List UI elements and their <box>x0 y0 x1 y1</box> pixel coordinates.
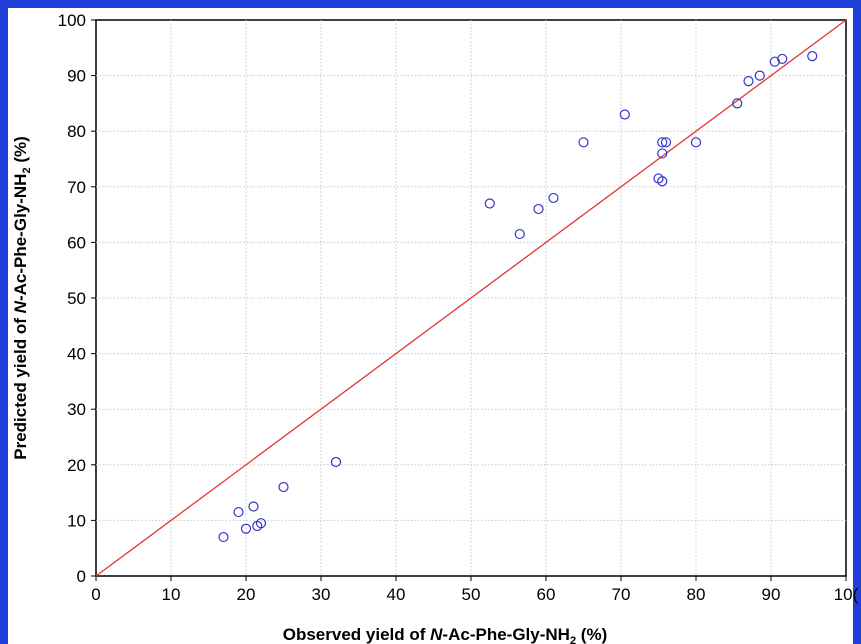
x-tick-label: 30 <box>312 585 331 604</box>
data-point <box>769 56 780 67</box>
data-point <box>657 148 668 159</box>
x-tick-label: 50 <box>462 585 481 604</box>
x-tick-label: 10( <box>834 585 859 604</box>
x-tick-label: 90 <box>762 585 781 604</box>
y-tick-label: 30 <box>67 400 86 419</box>
y-tick-label: 100 <box>58 11 86 30</box>
data-point <box>657 137 668 148</box>
x-axis-ticks: 0 10 20 30 40 50 60 70 80 90 10( <box>91 576 859 604</box>
data-point <box>754 70 765 81</box>
data-points <box>218 51 818 543</box>
data-point <box>578 137 589 148</box>
x-tick-label: 70 <box>612 585 631 604</box>
data-point <box>619 109 630 120</box>
x-tick-label: 40 <box>387 585 406 604</box>
data-point <box>660 137 672 148</box>
y-axis-ticks: 0 10 20 30 40 50 60 70 80 90 100 <box>58 11 96 586</box>
data-point <box>732 98 743 109</box>
data-point <box>743 76 754 87</box>
data-point <box>255 518 267 529</box>
x-tick-label: 10 <box>162 585 181 604</box>
reference-line <box>95 19 847 577</box>
data-point <box>533 203 544 215</box>
data-point <box>248 501 259 512</box>
data-point <box>657 176 668 187</box>
y-tick-label: 40 <box>67 345 86 364</box>
data-point <box>690 137 702 148</box>
y-axis-title: Predicted yield of N-Ac-Phe-Gly-NH2 (%) <box>11 136 33 460</box>
data-point <box>777 53 788 65</box>
x-tick-label: 60 <box>537 585 556 604</box>
y-tick-label: 80 <box>67 122 86 141</box>
data-point <box>484 198 495 209</box>
data-point <box>233 506 244 518</box>
y-tick-label: 60 <box>67 233 86 252</box>
x-tick-label: 80 <box>687 585 706 604</box>
data-point <box>240 523 252 534</box>
data-point <box>548 192 559 204</box>
x-axis-title: Observed yield of N-Ac-Phe-Gly-NH2 (%) <box>283 625 607 644</box>
x-tick-label: 20 <box>237 585 256 604</box>
data-point <box>514 228 525 240</box>
y-tick-label: 10 <box>67 511 86 530</box>
data-point <box>330 456 342 468</box>
y-tick-label: 20 <box>67 456 86 475</box>
y-tick-label: 50 <box>67 289 86 308</box>
data-point <box>218 531 229 543</box>
y-tick-label: 90 <box>67 67 86 86</box>
x-tick-label: 0 <box>91 585 100 604</box>
data-point <box>278 481 289 493</box>
y-tick-label: 70 <box>67 178 86 197</box>
y-tick-label: 0 <box>77 567 86 586</box>
data-point <box>807 51 818 62</box>
